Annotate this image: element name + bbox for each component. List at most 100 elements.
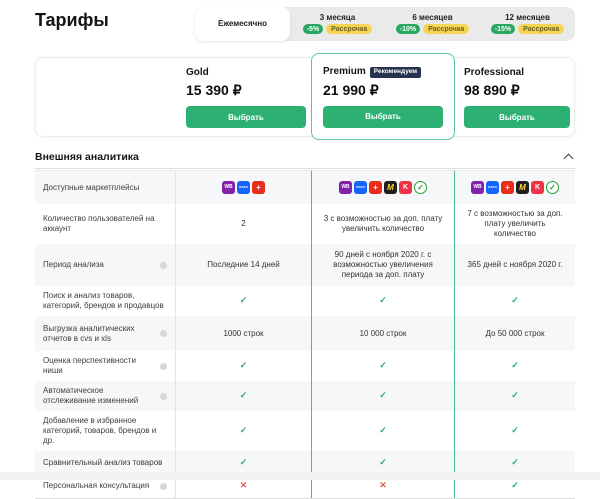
table-row: Доступные маркетплейсы WB ozon + WB ozon + M K ✓ W… <box>35 171 575 204</box>
page-title: Тарифы <box>35 10 109 30</box>
plan-card-professional: Professional 98 890 ₽ Выбрать <box>464 68 570 128</box>
cell-text: 1000 строк <box>223 328 264 338</box>
value-cell: 365 дней с ноября 2020 г. <box>455 244 575 286</box>
feature-label-cell: Автоматическое отслеживание изменений <box>35 381 175 411</box>
value-cell: 7 с возможностью за доп. плату увеличить… <box>455 204 575 244</box>
section-external-analytics[interactable]: Внешняя аналитика <box>35 145 575 169</box>
info-icon[interactable] <box>160 261 167 269</box>
value-cell: 1000 строк <box>175 316 311 351</box>
marketplace-icons: WB ozon + M K ✓ <box>471 181 559 194</box>
plan-price: 98 890 ₽ <box>464 82 520 98</box>
value-cell: 90 дней с ноября 2020 г. с возможностью … <box>311 244 455 286</box>
value-cell: 3 с возможностью за доп. плату увеличить… <box>311 204 455 244</box>
check-icon: ✓ <box>239 425 248 436</box>
check-icon: ✓ <box>379 456 387 467</box>
plan-name: Gold <box>186 67 209 78</box>
check-icon: ✓ <box>511 295 519 306</box>
cell-text: 365 дней с ноября 2020 г. <box>467 260 563 269</box>
tab-label: 6 месяцев <box>412 13 453 22</box>
sbermegamarket-icon: ✓ <box>546 181 559 194</box>
plan-name: Professional <box>464 67 525 78</box>
kazanexpress-icon: K <box>531 181 544 194</box>
feature-label: Период анализа <box>43 260 104 269</box>
value-cell: ✓ <box>455 286 575 316</box>
yandex-market-icon: M <box>384 181 397 194</box>
plan-cards-row: Gold 15 390 ₽ Выбрать Professional 98 89… <box>35 57 575 137</box>
feature-label-cell: Добавление в избранное категорий, товаро… <box>35 411 175 451</box>
feature-label-cell: Количество пользователей на аккаунт <box>35 204 175 244</box>
feature-label: Доступные маркетплейсы <box>43 182 140 192</box>
select-plan-professional-button[interactable]: Выбрать <box>464 106 570 128</box>
value-cell: 10 000 строк <box>311 316 455 351</box>
discount-badge: -15% <box>490 24 516 34</box>
cross-icon: ✕ <box>239 480 248 491</box>
check-icon: ✓ <box>239 295 248 306</box>
table-row: Выгрузка аналитических отчетов в cvs и x… <box>35 316 575 351</box>
check-icon: ✓ <box>379 425 387 436</box>
value-cell: ✓ <box>175 286 311 316</box>
feature-label: Персональная консультация <box>43 481 150 490</box>
billing-period-tabbar: Ежемесячно 3 месяца -5% Рассрочка 6 меся… <box>195 7 575 41</box>
info-icon[interactable] <box>160 392 167 400</box>
marketplace-icons: WB ozon + <box>222 181 265 194</box>
tab-badges: -15% Рассрочка <box>490 24 565 34</box>
cell-text: Последние 14 дней <box>207 260 280 269</box>
cell-text: 3 с возможностью за доп. плату увеличить… <box>323 214 443 233</box>
plan-card-premium: Premium Рекомендуем 21 990 ₽ Выбрать <box>311 53 455 140</box>
page-bottom-strip <box>0 472 600 480</box>
tab-monthly[interactable]: Ежемесячно <box>195 7 290 41</box>
table-row: Поиск и анализ товаров, категорий, бренд… <box>35 286 575 316</box>
feature-label-cell: Сравнительный анализ товаров <box>35 451 175 474</box>
tab-label: 3 месяца <box>319 13 356 22</box>
tab-6-months[interactable]: 6 месяцев -10% Рассрочка <box>385 7 480 41</box>
value-cell: 2 <box>175 204 311 244</box>
wildberries-icon: WB <box>222 181 235 194</box>
feature-label-cell: Доступные маркетплейсы <box>35 171 175 204</box>
wildberries-icon: WB <box>471 181 484 194</box>
installment-badge: Рассрочка <box>423 24 470 34</box>
cross-icon: ✕ <box>379 480 387 491</box>
ozon-icon: ozon <box>354 181 367 194</box>
value-cell: WB ozon + <box>175 171 311 204</box>
tab-3-months[interactable]: 3 месяца -5% Рассрочка <box>290 7 385 41</box>
select-plan-premium-button[interactable]: Выбрать <box>323 105 443 128</box>
feature-label: Добавление в избранное категорий, товаро… <box>43 416 157 445</box>
plan-name: Premium <box>323 66 366 78</box>
installment-badge: Рассрочка <box>518 24 565 34</box>
value-cell: ✓ <box>311 381 455 411</box>
feature-label: Поиск и анализ товаров, категорий, бренд… <box>43 291 164 310</box>
info-icon[interactable] <box>160 362 167 370</box>
installment-badge: Рассрочка <box>326 24 373 34</box>
feature-label: Количество пользователей на аккаунт <box>43 214 155 233</box>
plan-price: 21 990 ₽ <box>323 81 379 98</box>
table-row: Автоматическое отслеживание изменений ✓ ✓ ✓ <box>35 381 575 411</box>
value-cell: ✓ <box>311 286 455 316</box>
value-cell: ✓ <box>455 411 575 451</box>
select-plan-gold-button[interactable]: Выбрать <box>186 106 306 128</box>
value-cell: ✓ <box>311 451 455 474</box>
value-cell: ✓ <box>175 451 311 474</box>
discount-badge: -5% <box>302 24 324 34</box>
info-icon[interactable] <box>160 330 167 337</box>
cell-text: 90 дней с ноября 2020 г. с возможностью … <box>333 250 433 279</box>
tab-badges: -5% Рассрочка <box>302 24 373 34</box>
ozon-icon: ozon <box>237 181 250 194</box>
check-icon: ✓ <box>511 425 519 436</box>
aliexpress-icon: + <box>369 181 382 194</box>
kazanexpress-icon: K <box>399 181 412 194</box>
section-title: Внешняя аналитика <box>35 150 139 163</box>
chevron-up-icon[interactable] <box>563 153 574 163</box>
check-icon: ✓ <box>239 360 248 371</box>
aliexpress-icon: + <box>252 181 265 194</box>
tab-12-months[interactable]: 12 месяцев -15% Рассрочка <box>480 7 575 41</box>
value-cell: ✓ <box>455 381 575 411</box>
info-icon[interactable] <box>160 482 167 490</box>
feature-label-cell: Поиск и анализ товаров, категорий, бренд… <box>35 286 175 316</box>
feature-label: Сравнительный анализ товаров <box>43 457 163 467</box>
check-icon: ✓ <box>239 390 248 401</box>
plan-price: 15 390 ₽ <box>186 82 242 98</box>
marketplace-icons: WB ozon + M K ✓ <box>339 181 427 194</box>
table-row: Период анализа Последние 14 дней 90 дней с… <box>35 244 575 286</box>
check-icon: ✓ <box>511 390 519 401</box>
value-cell: ✓ <box>455 351 575 381</box>
